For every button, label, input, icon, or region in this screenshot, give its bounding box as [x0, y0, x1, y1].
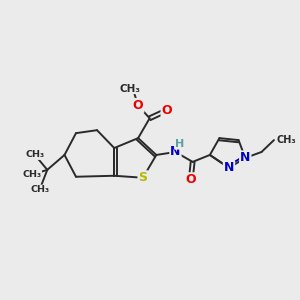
Text: N: N [240, 152, 250, 164]
Text: O: O [133, 99, 143, 112]
Text: O: O [185, 173, 196, 186]
Text: H: H [175, 139, 184, 149]
Text: CH₃: CH₃ [25, 151, 44, 160]
Text: CH₃: CH₃ [277, 135, 296, 145]
Text: N: N [170, 146, 181, 158]
Text: O: O [161, 104, 172, 117]
Text: CH₃: CH₃ [120, 84, 141, 94]
Text: CH₃: CH₃ [30, 185, 49, 194]
Text: N: N [224, 161, 234, 174]
Text: CH₃: CH₃ [22, 170, 42, 179]
Text: S: S [138, 171, 147, 184]
